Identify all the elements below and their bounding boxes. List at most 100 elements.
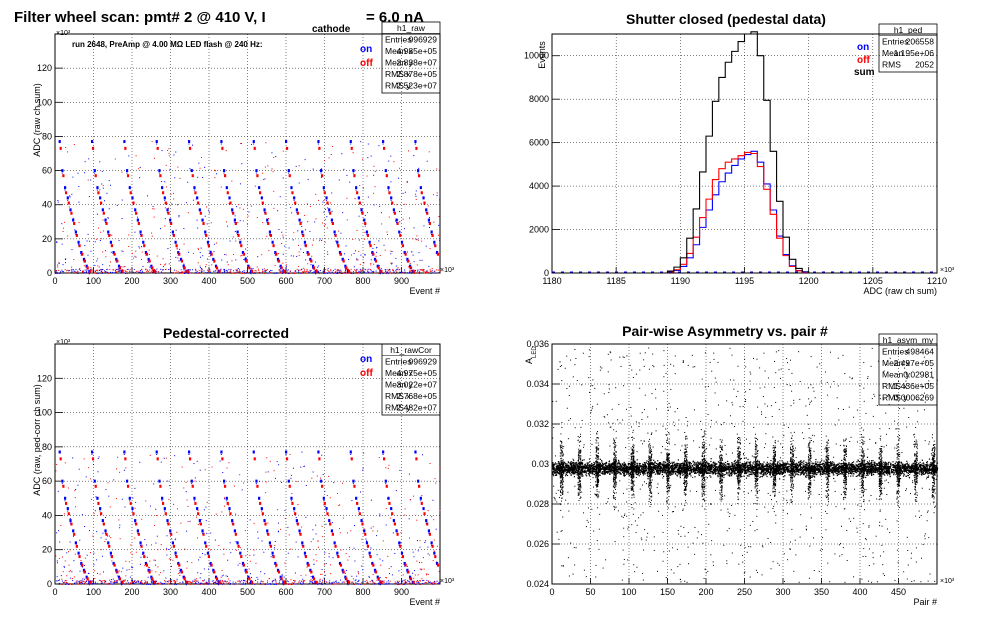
raw-on-mark	[204, 234, 206, 236]
cor-baseline-point	[399, 583, 401, 585]
raw-point	[90, 179, 92, 181]
cor-off-mark	[385, 484, 388, 488]
raw-on-mark	[258, 186, 261, 190]
cor-baseline-point	[239, 580, 241, 582]
raw-baseline-point	[61, 270, 63, 272]
raw-point	[273, 190, 275, 192]
raw-baseline-point	[113, 272, 115, 274]
raw-on-mark	[349, 140, 352, 144]
asym-point	[819, 473, 822, 475]
asym-point	[924, 471, 927, 474]
cor-baseline-point	[291, 582, 293, 584]
raw-off-mark	[339, 252, 343, 256]
raw-point	[352, 238, 354, 240]
cor-on-mark	[311, 575, 315, 579]
raw-point	[175, 272, 177, 274]
raw-baseline-point	[417, 269, 419, 271]
cor-point	[414, 574, 416, 576]
raw-baseline-point	[394, 272, 396, 274]
raw-point	[323, 225, 325, 227]
cor-point	[186, 530, 188, 532]
asym-point	[612, 464, 614, 466]
asym-point	[760, 472, 762, 474]
cor-off-mark	[153, 580, 157, 584]
raw-baseline-point	[188, 271, 190, 273]
raw-on-mark	[158, 172, 160, 174]
raw-on-mark	[290, 186, 293, 190]
cor-off-mark	[102, 522, 105, 526]
cor-point	[360, 491, 362, 493]
raw-baseline-point	[152, 269, 154, 271]
raw-point	[306, 203, 308, 205]
cor-point	[69, 518, 71, 520]
asym-point	[704, 465, 706, 467]
cor-point	[185, 481, 187, 483]
cor-point	[146, 544, 148, 546]
raw-point	[373, 244, 375, 246]
cor-baseline-point	[279, 580, 281, 582]
asym-point	[714, 469, 716, 471]
cor-baseline-point	[169, 581, 171, 583]
cor-point	[221, 511, 223, 513]
cor-y-tick-label: 100	[37, 408, 52, 418]
raw-baseline-point	[77, 270, 79, 272]
raw-on-mark	[379, 273, 381, 275]
cor-point	[82, 583, 84, 585]
raw-off-mark	[237, 233, 240, 237]
asym-point	[687, 470, 689, 472]
cor-point	[380, 564, 382, 566]
cor-point	[83, 578, 85, 580]
raw-baseline-point	[229, 270, 231, 272]
raw-point	[342, 212, 344, 214]
cor-point	[344, 583, 346, 585]
cor-off-mark	[356, 501, 359, 505]
asym-point	[584, 470, 586, 472]
raw-baseline-point	[419, 271, 421, 273]
cor-point	[322, 474, 324, 476]
raw-baseline-point	[386, 269, 388, 271]
cor-point	[196, 578, 198, 580]
cor-y-tick-label: 60	[42, 476, 52, 486]
cor-stats-label: RMS y	[385, 403, 411, 413]
cor-point	[320, 477, 322, 479]
cor-point	[261, 581, 263, 583]
cor-off-mark	[81, 563, 84, 567]
raw-baseline-point	[437, 269, 439, 271]
raw-point	[272, 171, 274, 173]
raw-on-mark	[169, 222, 171, 224]
ped-y-tick-label: 8000	[529, 94, 549, 104]
raw-baseline-point	[300, 272, 302, 274]
cor-point	[72, 535, 74, 537]
raw-point	[134, 255, 136, 257]
cor-point	[364, 583, 366, 585]
raw-baseline-point	[359, 268, 361, 270]
raw-point	[421, 259, 423, 261]
cor-on-mark	[252, 450, 255, 454]
raw-point	[335, 240, 337, 242]
cor-point	[144, 580, 146, 582]
cor-baseline-point	[294, 583, 296, 585]
cor-baseline-point	[315, 583, 317, 585]
cor-point	[305, 485, 307, 487]
raw-stats-label: Mean y	[385, 58, 414, 68]
cor-on-mark	[110, 555, 112, 557]
raw-point	[225, 221, 227, 223]
cor-baseline-point	[296, 583, 298, 585]
raw-point	[166, 203, 168, 205]
raw-point	[373, 165, 375, 167]
cor-baseline-point	[100, 580, 102, 582]
asym-point	[849, 467, 851, 469]
cor-point	[104, 581, 106, 583]
raw-baseline-point	[426, 272, 428, 274]
raw-x-tick-label: 700	[317, 276, 332, 286]
cor-baseline-point	[330, 582, 332, 584]
cor-baseline-point	[335, 580, 337, 582]
raw-point	[323, 160, 325, 162]
cor-baseline-point	[366, 581, 368, 583]
cor-off-mark	[283, 580, 286, 584]
cor-point	[424, 541, 426, 543]
raw-baseline-point	[220, 268, 222, 270]
cor-baseline-point	[215, 583, 217, 585]
cor-off-mark	[431, 544, 434, 548]
raw-baseline-point	[87, 272, 89, 274]
